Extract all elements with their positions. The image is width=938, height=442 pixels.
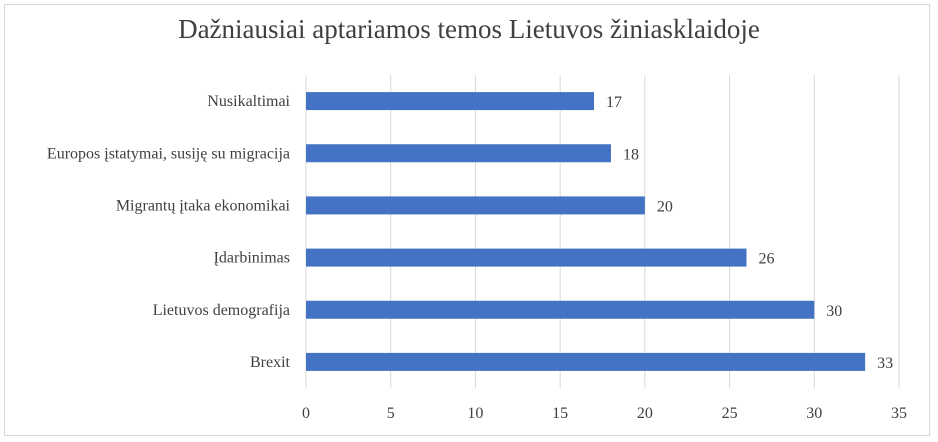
category-labels: Nusikaltimai Europos įstatymai, susiję su… xyxy=(47,93,291,371)
category-label: Migrantų įtaka ekonomikai xyxy=(116,197,291,214)
data-label: 30 xyxy=(826,303,842,320)
category-label: Įdarbinimas xyxy=(214,250,290,267)
bar xyxy=(306,92,595,111)
x-tick-label: 0 xyxy=(302,405,310,422)
data-label: 20 xyxy=(657,198,673,215)
bar xyxy=(306,144,611,163)
x-tick-label: 35 xyxy=(891,405,907,422)
bar xyxy=(306,248,747,267)
x-tick-label: 10 xyxy=(467,405,483,422)
category-label: Brexit xyxy=(250,354,291,371)
data-label: 17 xyxy=(606,94,622,111)
data-label: 18 xyxy=(623,146,639,163)
x-tick-labels: 0 5 10 15 20 25 30 35 xyxy=(302,405,907,422)
category-label: Europos įstatymai, susiję su migracija xyxy=(47,145,290,162)
data-labels: 17 18 20 26 30 33 xyxy=(606,94,893,372)
bar xyxy=(306,300,815,319)
category-label: Nusikaltimai xyxy=(207,93,290,110)
data-label: 33 xyxy=(877,355,893,372)
x-tick-label: 5 xyxy=(387,405,395,422)
bar xyxy=(306,196,645,215)
x-tick-label: 20 xyxy=(637,405,653,422)
gridlines xyxy=(305,75,900,388)
chart-title: Dažniausiai aptariamos temos Lietuvos ži… xyxy=(178,14,760,44)
x-tick-label: 25 xyxy=(722,405,738,422)
bar xyxy=(306,352,866,371)
x-tick-label: 30 xyxy=(806,405,822,422)
data-label: 26 xyxy=(759,251,775,268)
category-label: Lietuvos demografija xyxy=(153,302,290,319)
bars xyxy=(306,92,866,371)
x-tick-label: 15 xyxy=(552,405,568,422)
